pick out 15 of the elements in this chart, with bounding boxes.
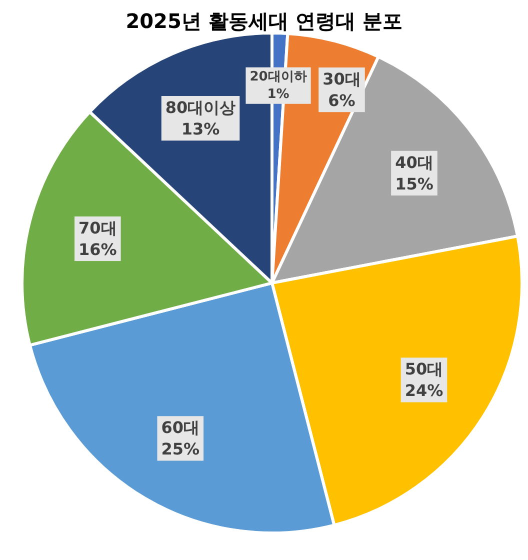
data-label: 25% bbox=[161, 440, 200, 459]
slice-label: 60대 bbox=[161, 418, 200, 438]
data-label: 16% bbox=[78, 240, 117, 260]
slice-label: 70대 bbox=[78, 218, 117, 238]
chart-title: 2025년 활동세대 연령대 분포 bbox=[126, 9, 402, 33]
slice-label: 50대 bbox=[404, 360, 444, 379]
slice-label: 20대이하 bbox=[250, 69, 307, 84]
slice-label: 40대 bbox=[395, 152, 434, 172]
data-label: 15% bbox=[395, 174, 434, 194]
data-label: 13% bbox=[181, 120, 220, 139]
slice-label: 80대이상 bbox=[165, 98, 236, 118]
slice-label: 30대 bbox=[322, 69, 361, 88]
data-label: 6% bbox=[328, 91, 356, 110]
data-label: 24% bbox=[404, 381, 444, 400]
data-label: 1% bbox=[267, 86, 290, 102]
